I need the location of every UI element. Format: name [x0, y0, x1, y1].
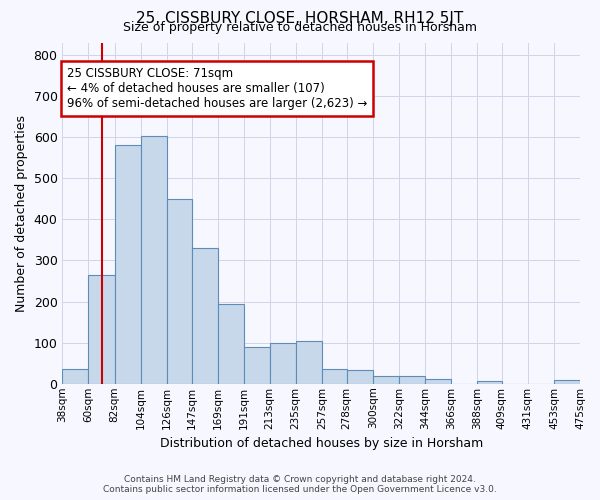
Bar: [425, 379, 451, 384]
Bar: [191, 248, 218, 384]
Bar: [322, 368, 347, 384]
X-axis label: Distribution of detached houses by size in Horsham: Distribution of detached houses by size …: [160, 437, 483, 450]
Y-axis label: Number of detached properties: Number of detached properties: [15, 114, 28, 312]
Text: Contains HM Land Registry data © Crown copyright and database right 2024.
Contai: Contains HM Land Registry data © Crown c…: [103, 474, 497, 494]
Bar: [140, 136, 167, 384]
Bar: [115, 146, 140, 384]
Bar: [373, 376, 399, 384]
Text: 25, CISSBURY CLOSE, HORSHAM, RH12 5JT: 25, CISSBURY CLOSE, HORSHAM, RH12 5JT: [136, 11, 464, 26]
Bar: [296, 340, 322, 384]
Bar: [88, 275, 115, 384]
Bar: [347, 370, 373, 384]
Bar: [62, 368, 88, 384]
Bar: [399, 376, 425, 384]
Bar: [167, 198, 191, 384]
Bar: [554, 380, 580, 384]
Text: Size of property relative to detached houses in Horsham: Size of property relative to detached ho…: [123, 22, 477, 35]
Bar: [269, 342, 296, 384]
Bar: [477, 381, 502, 384]
Bar: [244, 347, 269, 384]
Bar: [218, 304, 244, 384]
Text: 25 CISSBURY CLOSE: 71sqm
← 4% of detached houses are smaller (107)
96% of semi-d: 25 CISSBURY CLOSE: 71sqm ← 4% of detache…: [67, 67, 368, 110]
